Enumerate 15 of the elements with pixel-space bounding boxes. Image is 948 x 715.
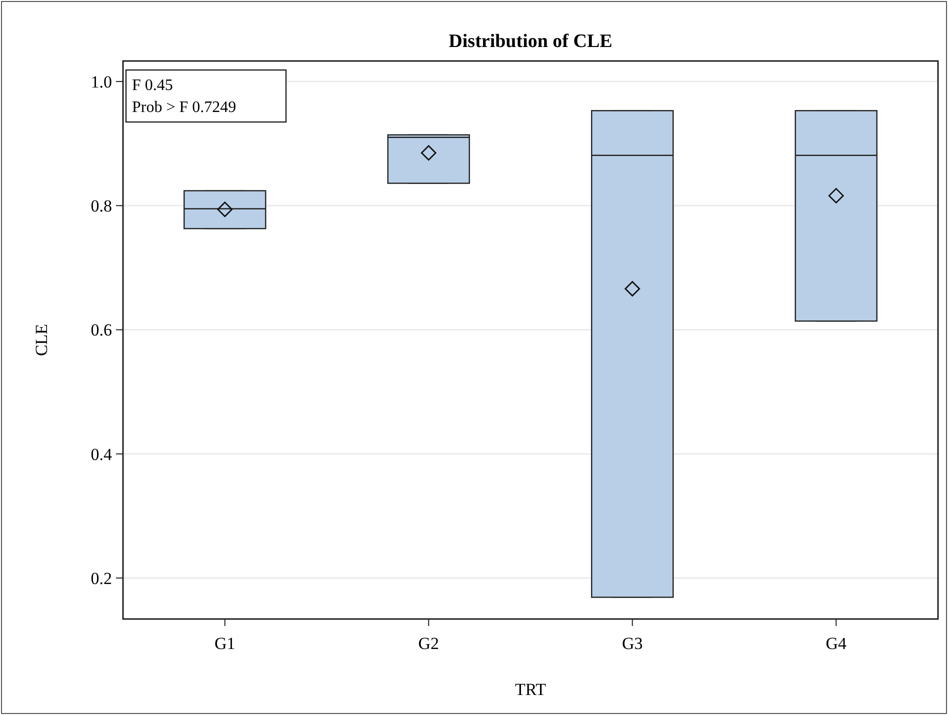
y-axis-title: CLE bbox=[32, 324, 51, 356]
x-tick-label: G1 bbox=[214, 634, 236, 653]
annotation: Prob > F 0.7249 bbox=[132, 99, 236, 116]
y-tick-label: 0.8 bbox=[90, 196, 112, 216]
x-axis-title: TRT bbox=[514, 680, 547, 699]
x-tick-label: G2 bbox=[418, 634, 440, 653]
y-tick-label: 0.2 bbox=[90, 568, 112, 588]
annotation: F 0.45 bbox=[132, 77, 173, 94]
statistics-box: F 0.45 Prob > F 0.7249 bbox=[125, 69, 287, 123]
y-tick-label: 0.4 bbox=[90, 444, 112, 464]
x-tick-label: G3 bbox=[622, 634, 643, 653]
y-tick-label: 1.0 bbox=[90, 72, 112, 92]
x-tick-label: G4 bbox=[826, 634, 848, 653]
chart-title: Distribution of CLE bbox=[448, 31, 612, 52]
y-tick-label: 0.6 bbox=[90, 320, 112, 340]
